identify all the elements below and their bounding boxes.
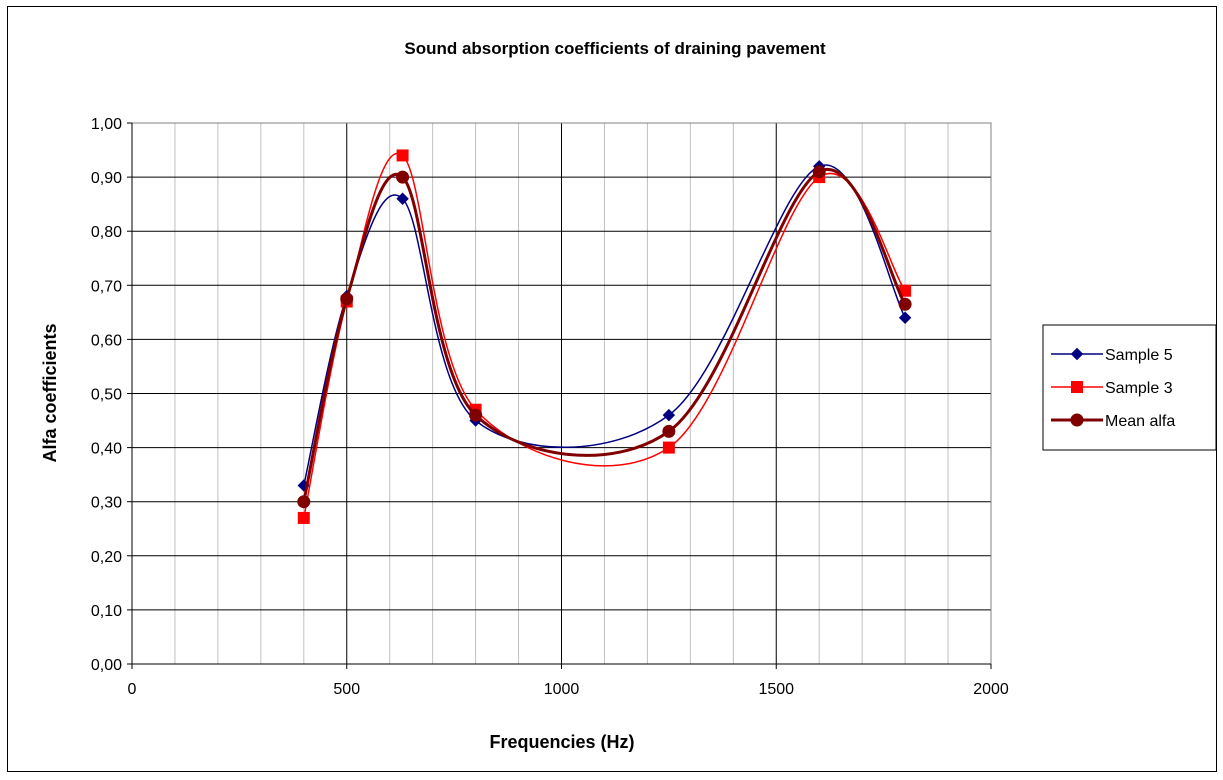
y-tick-label: 0,00 xyxy=(91,657,122,674)
legend-label: Sample 3 xyxy=(1105,380,1173,397)
chart-svg: Sound absorption coefficients of drainin… xyxy=(40,39,1216,752)
y-tick-label: 0,40 xyxy=(91,441,122,458)
series-mean-alfa xyxy=(297,165,912,509)
x-tick-label: 2000 xyxy=(973,681,1009,698)
x-tick-label: 500 xyxy=(333,681,360,698)
data-point xyxy=(662,441,675,454)
legend-label: Mean alfa xyxy=(1105,413,1175,430)
grid xyxy=(131,122,992,665)
series xyxy=(297,149,912,524)
data-point xyxy=(297,495,311,509)
x-tick-label: 0 xyxy=(128,681,137,698)
axes: 0,00 0,10 0,20 0,30 0,40 0,50 0,60 0,70 0,80 0,90… xyxy=(91,116,1009,698)
data-point xyxy=(662,408,676,422)
legend-marker xyxy=(1070,413,1084,427)
legend-item: Mean alfa xyxy=(1051,413,1175,430)
chart-title: Sound absorption coefficients of drainin… xyxy=(404,39,826,58)
y-tick-label: 0,90 xyxy=(91,170,122,187)
x-axis-label: Frequencies (Hz) xyxy=(489,732,634,752)
y-tick-label: 0,60 xyxy=(91,332,122,349)
y-tick-label: 0,30 xyxy=(91,495,122,512)
data-point xyxy=(297,511,310,524)
data-point xyxy=(812,165,826,179)
data-point xyxy=(396,192,409,205)
y-tick-label: 0,70 xyxy=(91,278,122,295)
legend: Sample 5 Sample 3 Mean alfa xyxy=(1042,324,1216,451)
data-point xyxy=(340,292,354,306)
data-point xyxy=(396,170,410,184)
x-tick-label: 1000 xyxy=(544,681,580,698)
legend-marker xyxy=(1070,347,1084,361)
y-tick-label: 0,20 xyxy=(91,549,122,566)
data-point xyxy=(898,311,912,324)
data-point xyxy=(396,149,409,162)
y-tick-label: 1,00 xyxy=(91,116,122,133)
y-axis-label: Alfa coefficients xyxy=(40,323,60,462)
data-point xyxy=(469,408,483,422)
legend-item: Sample 3 xyxy=(1051,380,1173,397)
legend-item: Sample 5 xyxy=(1051,347,1173,364)
data-point xyxy=(662,424,676,438)
x-tick-label: 1500 xyxy=(758,681,794,698)
legend-marker xyxy=(1071,381,1083,393)
y-tick-label: 0,80 xyxy=(91,224,122,241)
chart-area: Sound absorption coefficients of drainin… xyxy=(7,6,1217,772)
legend-label: Sample 5 xyxy=(1105,347,1173,364)
data-point xyxy=(898,297,912,311)
y-tick-label: 0,10 xyxy=(91,603,122,620)
y-tick-label: 0,50 xyxy=(91,387,122,404)
